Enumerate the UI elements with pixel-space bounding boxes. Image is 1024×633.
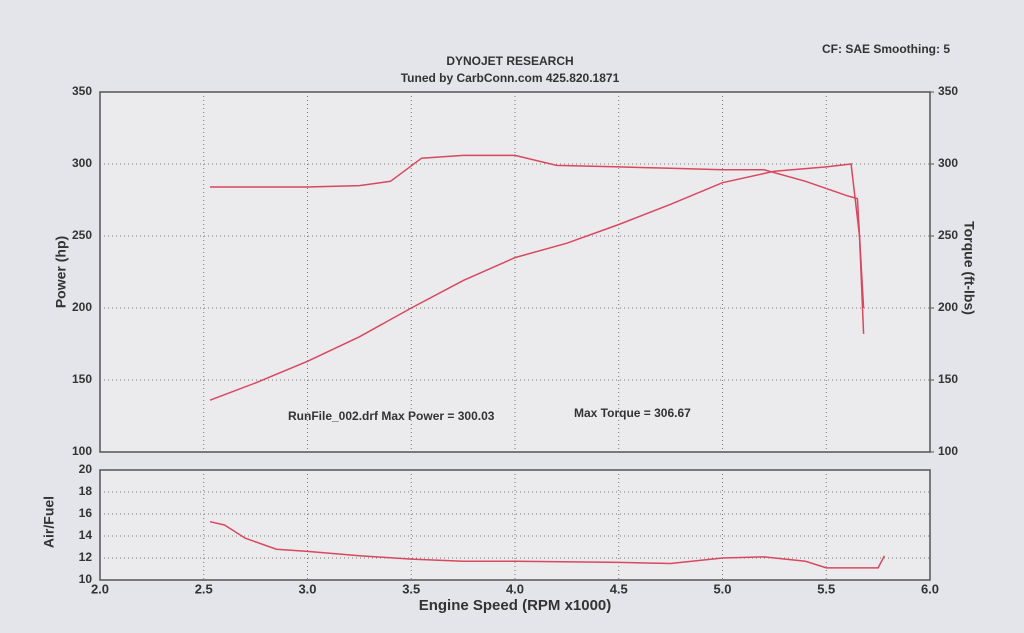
max-torque-note: Max Torque = 306.67 — [574, 406, 691, 420]
y-tick-label: 300 — [72, 156, 92, 170]
y-tick-label: 12 — [79, 550, 93, 564]
x-tick-label: 3.5 — [402, 581, 420, 596]
x-tick-label: 4.0 — [506, 581, 524, 596]
x-tick-label: 6.0 — [921, 581, 939, 596]
y2-axis-label: Torque (ft-lbs) — [961, 221, 977, 315]
y-tick-label: 100 — [72, 444, 92, 458]
series-line — [209, 520, 886, 569]
y2-tick-label: 300 — [938, 156, 958, 170]
x-axis-label: Engine Speed (RPM x1000) — [419, 597, 612, 614]
y-tick-label: 350 — [72, 84, 92, 98]
series-line — [209, 163, 865, 401]
x-tick-label: 5.5 — [817, 581, 835, 596]
series-line — [210, 154, 865, 309]
y-tick-label: 200 — [72, 300, 92, 314]
y2-tick-label: 350 — [938, 84, 958, 98]
y-tick-label: 18 — [79, 484, 93, 498]
max-power-note: RunFile_002.drf Max Power = 300.03 — [288, 409, 495, 423]
y2-tick-label: 200 — [938, 300, 958, 314]
y-tick-label: 250 — [72, 228, 92, 242]
y2-tick-label: 100 — [938, 444, 958, 458]
x-tick-label: 3.0 — [298, 581, 316, 596]
x-tick-label: 2.5 — [195, 581, 213, 596]
y-tick-label: 16 — [79, 506, 93, 520]
x-tick-label: 4.5 — [610, 581, 628, 596]
settings-note: CF: SAE Smoothing: 5 — [822, 42, 950, 56]
y-tick-label: 20 — [79, 462, 93, 476]
y2-tick-label: 250 — [938, 228, 958, 242]
chart-subtitle: Tuned by CarbConn.com 425.820.1871 — [401, 71, 620, 85]
chart-title: DYNOJET RESEARCH — [446, 54, 573, 68]
afr-axis-label: Air/Fuel — [41, 496, 57, 548]
y2-tick-label: 150 — [938, 372, 958, 386]
x-tick-label: 5.0 — [713, 581, 731, 596]
x-tick-label: 2.0 — [91, 581, 109, 596]
y-tick-label: 14 — [79, 528, 93, 542]
y-tick-label: 10 — [79, 572, 93, 586]
y-axis-label: Power (hp) — [53, 236, 69, 308]
y-tick-label: 150 — [72, 372, 92, 386]
